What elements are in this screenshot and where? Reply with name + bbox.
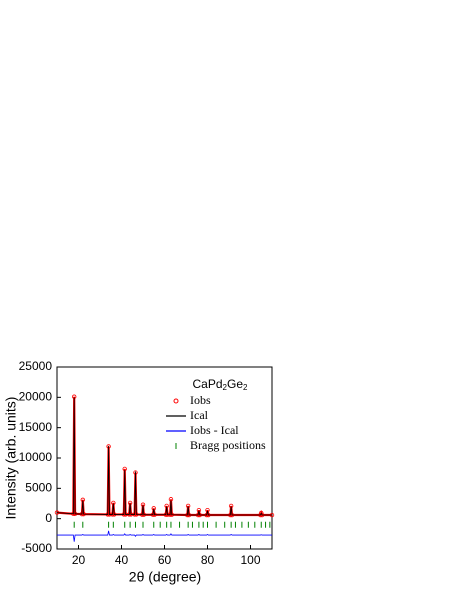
x-tick-label: 40 [115, 553, 129, 567]
x-tick-label: 80 [201, 553, 215, 567]
iobs-point [259, 510, 264, 516]
legend-label: Iobs - Ical [190, 423, 239, 437]
y-tick-label: 0 [45, 511, 52, 525]
y-tick-label: 5000 [25, 481, 52, 495]
iobs-line [56, 396, 272, 517]
x-tick-label: 100 [240, 553, 260, 567]
legend-symbol [173, 398, 179, 404]
x-axis-title: 2θ (degree) [129, 569, 201, 585]
x-tick-label: 20 [72, 553, 86, 567]
x-tick-label: 60 [158, 553, 172, 567]
y-tick-label: 20000 [19, 390, 53, 404]
legend-label: Iobs [190, 393, 211, 407]
legend-label: Ical [190, 408, 209, 422]
y-tick-label: -5000 [21, 541, 52, 555]
series-line [57, 530, 272, 542]
sample-label: CaPd2Ge2 [193, 377, 249, 392]
plot-frame [56, 366, 273, 550]
series-line [56, 397, 272, 516]
y-tick-label: 15000 [19, 420, 53, 434]
legend-label: Bragg positions [190, 438, 266, 452]
y-tick-label: 25000 [19, 359, 53, 373]
y-tick-label: 10000 [19, 450, 53, 464]
y-axis-title: Intensity (arb. units) [3, 397, 19, 520]
